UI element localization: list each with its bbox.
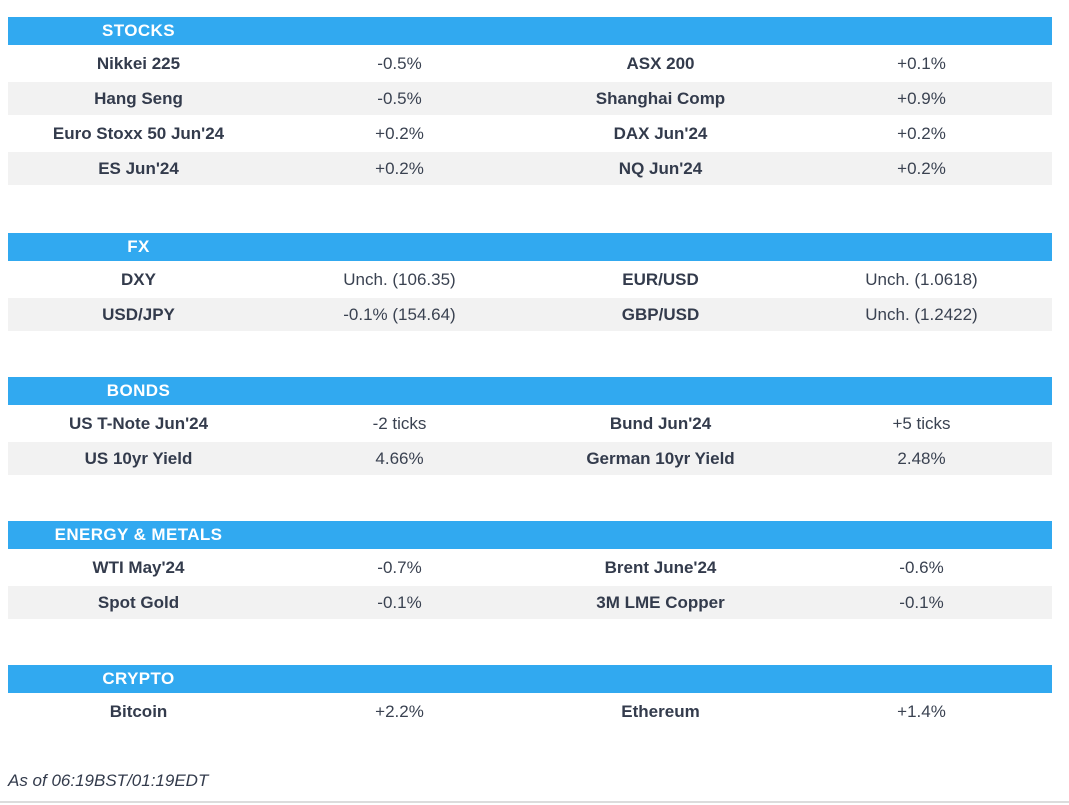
value-ethereum: +1.4% bbox=[897, 701, 946, 721]
table-row: US 10yr Yield 4.66% German 10yr Yield 2.… bbox=[8, 442, 1052, 475]
value-nq-future: +0.2% bbox=[897, 158, 946, 178]
label-german-10yr-yield: German 10yr Yield bbox=[586, 448, 735, 468]
label-eurusd: EUR/USD bbox=[622, 269, 699, 289]
table-row: DXY Unch. (106.35) EUR/USD Unch. (1.0618… bbox=[8, 263, 1052, 296]
fx-header-bar: FX bbox=[8, 233, 1052, 261]
label-spot-gold: Spot Gold bbox=[97, 592, 180, 612]
table-row: Bitcoin +2.2% Ethereum +1.4% bbox=[8, 695, 1052, 728]
bottom-divider bbox=[0, 801, 1069, 803]
fx-header-title: FX bbox=[127, 237, 150, 256]
label-lme-copper: 3M LME Copper bbox=[596, 592, 725, 612]
as-of-timestamp: As of 06:19BST/01:19EDT bbox=[8, 771, 209, 790]
label-bund: Bund Jun'24 bbox=[609, 413, 712, 433]
label-es-future: ES Jun'24 bbox=[98, 158, 179, 178]
value-shanghai-comp: +0.9% bbox=[897, 88, 946, 108]
value-dax: +0.2% bbox=[897, 123, 946, 143]
table-row: ES Jun'24 +0.2% NQ Jun'24 +0.2% bbox=[8, 152, 1052, 185]
energy-metals-header-bar: ENERGY & METALS bbox=[8, 521, 1052, 549]
section-bonds: BONDS US T-Note Jun'24 -2 ticks Bund Jun… bbox=[8, 377, 1052, 475]
crypto-header-title: CRYPTO bbox=[102, 669, 175, 688]
table-row: Spot Gold -0.1% 3M LME Copper -0.1% bbox=[8, 586, 1052, 619]
value-bitcoin: +2.2% bbox=[375, 701, 424, 721]
value-usdjpy: -0.1% (154.64) bbox=[343, 304, 456, 324]
label-ethereum: Ethereum bbox=[621, 701, 700, 721]
value-hang-seng: -0.5% bbox=[377, 88, 422, 108]
label-asx-200: ASX 200 bbox=[626, 53, 695, 73]
energy-metals-header-title: ENERGY & METALS bbox=[54, 525, 223, 544]
label-shanghai-comp: Shanghai Comp bbox=[595, 88, 726, 108]
stocks-header-bar: STOCKS bbox=[8, 17, 1052, 45]
value-us-tnote: -2 ticks bbox=[372, 413, 427, 433]
value-german-10yr-yield: 2.48% bbox=[897, 448, 946, 468]
label-us-tnote: US T-Note Jun'24 bbox=[68, 413, 209, 433]
label-euro-stoxx-50: Euro Stoxx 50 Jun'24 bbox=[52, 123, 225, 143]
value-eurusd: Unch. (1.0618) bbox=[865, 269, 978, 289]
table-row: Nikkei 225 -0.5% ASX 200 +0.1% bbox=[8, 47, 1052, 80]
stocks-header-title: STOCKS bbox=[102, 21, 175, 40]
value-us-10yr-yield: 4.66% bbox=[375, 448, 424, 468]
label-bitcoin: Bitcoin bbox=[109, 701, 168, 721]
crypto-header-bar: CRYPTO bbox=[8, 665, 1052, 693]
section-fx: FX DXY Unch. (106.35) EUR/USD Unch. (1.0… bbox=[8, 233, 1052, 331]
label-dax: DAX Jun'24 bbox=[613, 123, 708, 143]
value-nikkei-225: -0.5% bbox=[377, 53, 422, 73]
table-row: Hang Seng -0.5% Shanghai Comp +0.9% bbox=[8, 82, 1052, 115]
table-row: US T-Note Jun'24 -2 ticks Bund Jun'24 +5… bbox=[8, 407, 1052, 440]
label-nikkei-225: Nikkei 225 bbox=[96, 53, 181, 73]
value-lme-copper: -0.1% bbox=[899, 592, 944, 612]
section-stocks: STOCKS Nikkei 225 -0.5% ASX 200 +0.1% Ha… bbox=[8, 17, 1052, 185]
label-wti: WTI May'24 bbox=[92, 557, 185, 577]
value-spot-gold: -0.1% bbox=[377, 592, 422, 612]
section-crypto: CRYPTO Bitcoin +2.2% Ethereum +1.4% bbox=[8, 665, 1052, 728]
bonds-header-bar: BONDS bbox=[8, 377, 1052, 405]
value-gbpusd: Unch. (1.2422) bbox=[865, 304, 978, 324]
label-brent: Brent June'24 bbox=[604, 557, 717, 577]
value-wti: -0.7% bbox=[377, 557, 422, 577]
value-es-future: +0.2% bbox=[375, 158, 424, 178]
value-dxy: Unch. (106.35) bbox=[343, 269, 456, 289]
label-nq-future: NQ Jun'24 bbox=[618, 158, 703, 178]
table-row: USD/JPY -0.1% (154.64) GBP/USD Unch. (1.… bbox=[8, 298, 1052, 331]
label-us-10yr-yield: US 10yr Yield bbox=[84, 448, 193, 468]
value-brent: -0.6% bbox=[899, 557, 944, 577]
section-energy-metals: ENERGY & METALS WTI May'24 -0.7% Brent J… bbox=[8, 521, 1052, 619]
table-row: Euro Stoxx 50 Jun'24 +0.2% DAX Jun'24 +0… bbox=[8, 117, 1052, 150]
value-bund: +5 ticks bbox=[892, 413, 951, 433]
label-usdjpy: USD/JPY bbox=[102, 304, 175, 324]
label-dxy: DXY bbox=[121, 269, 156, 289]
bonds-header-title: BONDS bbox=[106, 381, 171, 400]
label-gbpusd: GBP/USD bbox=[621, 304, 700, 324]
value-asx-200: +0.1% bbox=[897, 53, 946, 73]
value-euro-stoxx-50: +0.2% bbox=[375, 123, 424, 143]
label-hang-seng: Hang Seng bbox=[94, 88, 183, 108]
table-row: WTI May'24 -0.7% Brent June'24 -0.6% bbox=[8, 551, 1052, 584]
